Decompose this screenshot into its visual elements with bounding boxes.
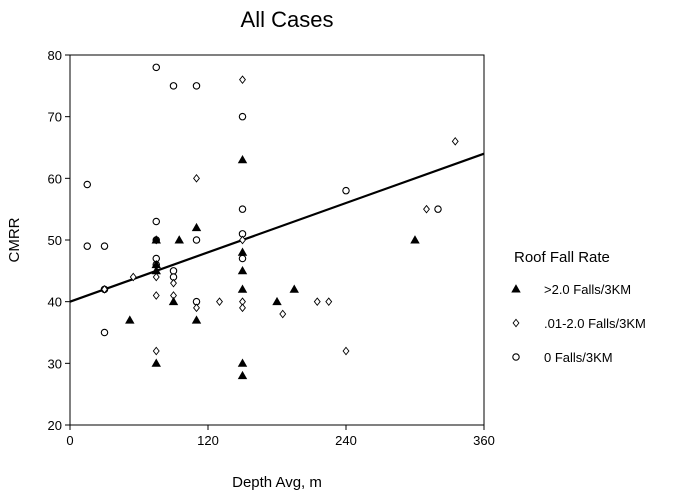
data-point — [101, 285, 108, 294]
data-point — [174, 235, 184, 244]
legend-label: >2.0 Falls/3KM — [544, 282, 631, 297]
data-point — [434, 205, 442, 213]
data-point — [410, 235, 420, 244]
data-point — [239, 235, 246, 245]
data-point — [237, 155, 248, 164]
data-point — [342, 346, 350, 356]
legend-title: Roof Fall Rate — [514, 249, 610, 266]
data-point — [279, 309, 287, 319]
plot-frame — [69, 54, 485, 426]
data-point — [325, 297, 333, 306]
data-point — [272, 296, 282, 306]
data-point — [152, 272, 160, 282]
data-point — [451, 137, 459, 146]
legend: Roof Fall Rate >2.0 Falls/3KM .01-2.0 Fal… — [511, 249, 646, 365]
data-point — [125, 315, 135, 324]
data-point — [151, 358, 161, 367]
legend-label: 0 Falls/3KM — [544, 350, 613, 365]
data-point — [152, 346, 160, 356]
data-point — [193, 174, 200, 183]
data-point — [192, 82, 201, 90]
data-point — [192, 236, 201, 244]
data-point — [237, 370, 248, 380]
data-point — [152, 63, 161, 72]
data-point — [100, 242, 109, 250]
x-axis-label: Depth Avg, m — [232, 474, 322, 491]
data-point — [83, 180, 92, 189]
y-tick-label: 30 — [48, 356, 62, 371]
data-point — [313, 297, 321, 306]
plot-area — [69, 54, 485, 426]
y-axis: 20 30 40 50 60 70 80 — [48, 48, 70, 433]
data-point — [152, 217, 161, 226]
x-tick-label: 360 — [473, 433, 495, 448]
x-tick-label: 0 — [66, 433, 73, 448]
y-tick-label: 20 — [48, 418, 62, 433]
data-point — [100, 328, 109, 337]
data-points — [83, 63, 459, 380]
data-point — [83, 242, 92, 250]
y-tick-label: 50 — [48, 233, 62, 248]
data-point — [237, 247, 248, 256]
legend-marker — [511, 284, 521, 293]
data-point — [168, 296, 179, 306]
legend-label: .01-2.0 Falls/3KM — [544, 316, 646, 331]
data-point — [193, 303, 200, 313]
data-point — [169, 267, 178, 275]
x-tick-label: 120 — [197, 433, 219, 448]
data-point — [239, 75, 246, 84]
data-point — [238, 112, 247, 121]
legend-marker — [512, 318, 520, 328]
data-point — [423, 204, 430, 214]
y-tick-label: 80 — [48, 48, 62, 63]
x-axis: 0 120 240 360 — [66, 425, 495, 448]
data-point — [289, 284, 299, 293]
data-point — [237, 266, 248, 275]
y-axis-label: CMRR — [6, 217, 23, 262]
data-point — [151, 235, 161, 244]
y-tick-label: 40 — [48, 295, 62, 310]
data-point — [152, 291, 160, 300]
chart-title: All Cases — [241, 7, 334, 32]
y-tick-label: 60 — [48, 171, 62, 186]
data-point — [170, 278, 177, 288]
data-point — [239, 303, 246, 313]
trendline-path — [69, 152, 485, 303]
legend-marker — [512, 353, 520, 361]
data-point — [191, 315, 202, 324]
data-point — [151, 266, 161, 275]
data-point — [191, 222, 202, 232]
y-tick-label: 70 — [48, 110, 62, 125]
trendline — [69, 152, 485, 303]
data-point — [238, 254, 247, 263]
data-point — [216, 297, 223, 306]
data-point — [169, 82, 178, 90]
data-point — [237, 358, 248, 367]
data-point — [342, 186, 350, 195]
data-point — [238, 205, 247, 213]
data-point — [129, 272, 137, 282]
data-point — [237, 284, 248, 293]
x-tick-label: 240 — [335, 433, 357, 448]
